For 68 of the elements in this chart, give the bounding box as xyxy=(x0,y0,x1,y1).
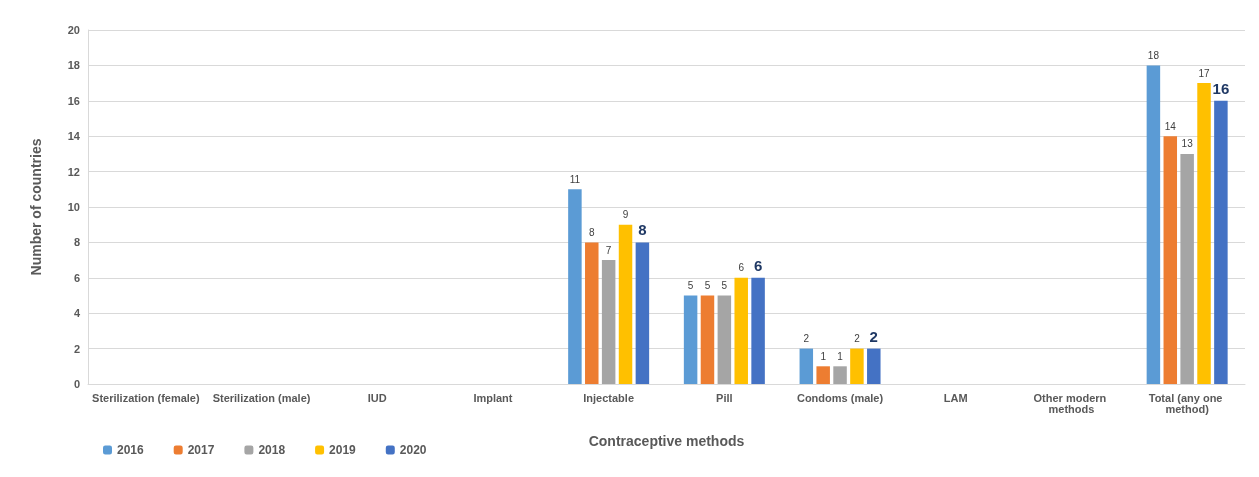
data-label: 5 xyxy=(687,280,694,291)
bar xyxy=(585,242,599,384)
data-label: 5 xyxy=(704,280,711,291)
bar xyxy=(816,366,830,384)
data-label: 5 xyxy=(721,280,728,291)
legend-label: 2018 xyxy=(258,443,286,457)
y-tick-label: 8 xyxy=(73,236,80,249)
bar xyxy=(683,295,698,384)
bar xyxy=(717,295,732,384)
data-label: 9 xyxy=(622,209,629,221)
data-label: 17 xyxy=(1198,67,1211,79)
bar xyxy=(635,242,650,384)
y-tick-label: 10 xyxy=(67,201,80,213)
y-tick-label: 6 xyxy=(73,271,80,284)
y-tick-label: 20 xyxy=(67,24,80,36)
bar xyxy=(1163,136,1178,384)
bar xyxy=(867,348,881,384)
x-axis-title: Contraceptive methods xyxy=(588,433,745,449)
x-tick-label: Total (any one method) xyxy=(1148,391,1226,415)
data-label: 6 xyxy=(753,256,763,274)
y-tick-label: 18 xyxy=(67,59,80,72)
legend-label: 2020 xyxy=(399,443,427,457)
bar xyxy=(833,366,847,384)
bar xyxy=(1214,100,1228,384)
x-tick-label: LAM xyxy=(943,391,968,404)
bar xyxy=(568,189,582,384)
bar xyxy=(700,295,715,384)
y-tick-label: 14 xyxy=(67,130,81,143)
data-label: 1 xyxy=(820,350,827,362)
x-tick-label: Sterilization (female) xyxy=(92,391,200,404)
bar xyxy=(601,260,616,384)
bar xyxy=(734,277,748,384)
bar xyxy=(1180,153,1194,384)
y-tick-label: 12 xyxy=(67,165,80,178)
bar xyxy=(799,348,814,384)
y-tick-label: 16 xyxy=(67,94,80,107)
y-tick-label: 4 xyxy=(73,307,81,320)
data-label: 16 xyxy=(1212,79,1230,97)
data-label: 2 xyxy=(854,333,861,345)
y-tick-label: 0 xyxy=(73,378,80,390)
x-tick-label: Implant xyxy=(473,391,513,404)
data-label: 13 xyxy=(1181,138,1194,150)
x-tick-label: Sterilization (male) xyxy=(212,391,311,404)
y-tick-label: 2 xyxy=(73,342,80,355)
data-label: 6 xyxy=(738,262,745,274)
legend-label: 2019 xyxy=(329,443,357,457)
x-tick-label: Other modern methods xyxy=(1033,391,1110,415)
bar xyxy=(850,348,864,384)
data-label: 8 xyxy=(638,221,647,239)
data-label: 11 xyxy=(569,173,581,185)
y-axis-title: Number of countries xyxy=(28,138,44,276)
bar xyxy=(1146,65,1161,384)
bar xyxy=(751,277,765,384)
x-tick-label: Pill xyxy=(716,391,733,404)
bar xyxy=(1197,83,1211,384)
data-label: 2 xyxy=(869,327,878,345)
data-label: 7 xyxy=(605,244,612,256)
x-tick-label: Condoms (male) xyxy=(796,391,884,404)
data-label: 18 xyxy=(1147,49,1160,61)
data-label: 2 xyxy=(803,333,810,345)
x-tick-label: Injectable xyxy=(583,391,635,404)
data-label: 8 xyxy=(589,226,595,238)
bar xyxy=(618,224,633,384)
data-label: 1 xyxy=(837,350,844,362)
data-label: 14 xyxy=(1164,120,1177,132)
legend-label: 2017 xyxy=(187,443,215,457)
legend-label: 2016 xyxy=(117,443,145,457)
x-tick-label: IUD xyxy=(367,391,387,404)
